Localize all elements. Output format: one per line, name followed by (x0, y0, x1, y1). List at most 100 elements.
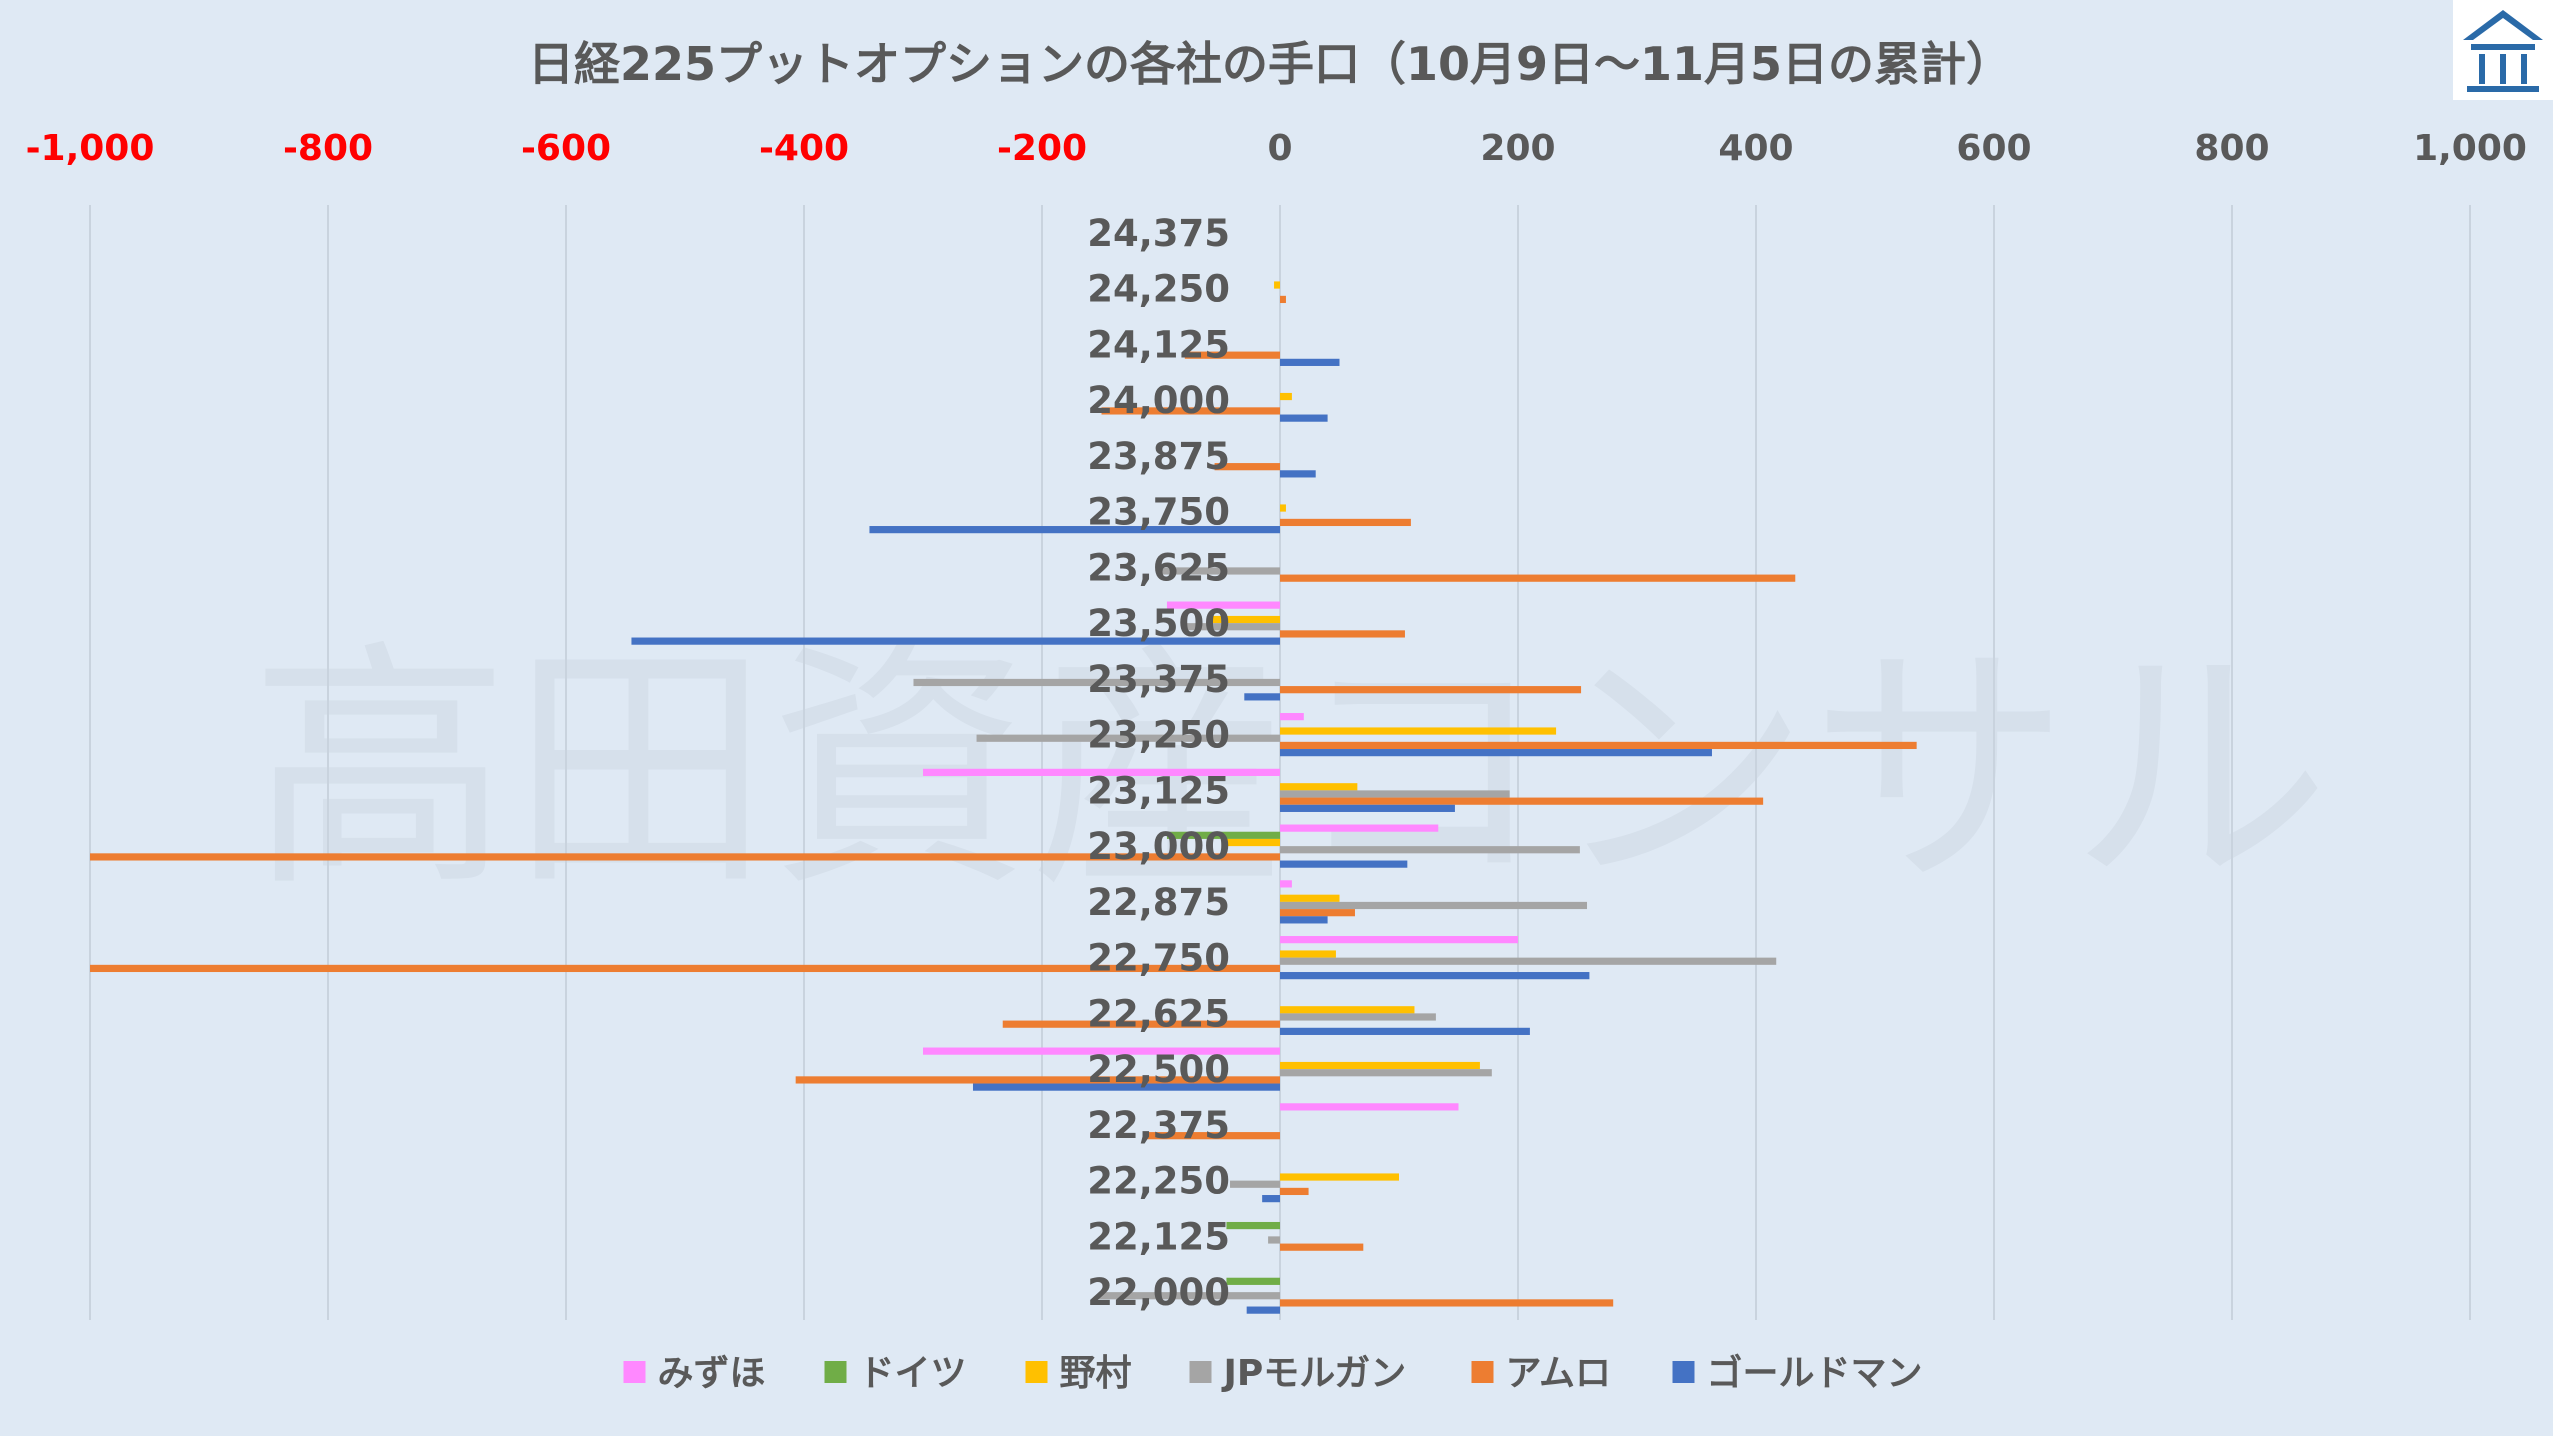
bar (90, 964, 1280, 973)
bar (1280, 741, 1917, 750)
chart-title: 日経225プットオプションの各社の手口（10月9日～11月5日の累計） (528, 37, 2012, 91)
legend-label: 野村 (1060, 1353, 1132, 1394)
legend-swatch (1471, 1361, 1494, 1383)
x-tick-label: -800 (283, 128, 373, 169)
x-tick-label: 1,000 (2413, 128, 2527, 169)
bar (1280, 630, 1405, 638)
y-tick-label: 22,875 (1087, 881, 1230, 924)
y-tick-label: 24,000 (1087, 379, 1230, 422)
y-tick-label: 24,375 (1087, 212, 1230, 255)
legend-swatch (1025, 1361, 1048, 1383)
x-tick-label: 400 (1718, 128, 1793, 169)
bar (1280, 901, 1588, 910)
bar (1280, 804, 1455, 812)
y-tick-label: 24,250 (1087, 268, 1230, 311)
bar (795, 1076, 1280, 1084)
bar (1143, 1132, 1280, 1140)
bar (1280, 504, 1286, 512)
bar (1246, 1306, 1280, 1314)
bar (1184, 623, 1280, 631)
bar (1166, 831, 1280, 839)
bars (90, 281, 1917, 1314)
bar (1101, 407, 1280, 415)
legend-label: みずほ (658, 1353, 766, 1394)
bar (1280, 783, 1358, 791)
bar (1280, 1061, 1480, 1070)
x-tick-label: -400 (759, 128, 849, 169)
y-tick-label: 23,000 (1087, 825, 1230, 868)
x-tick-label: -1,000 (26, 128, 155, 169)
bar (923, 768, 1280, 776)
x-axis-ticks: -1,000 -800 -600 -400 -200 0 200 400 600 800 1,000 (26, 128, 2527, 169)
x-tick-label: -200 (997, 128, 1087, 169)
bar (1184, 351, 1280, 359)
bar (1002, 1020, 1280, 1028)
bar (1161, 567, 1280, 575)
y-tick-label: 23,625 (1087, 546, 1230, 589)
bar (1262, 1195, 1280, 1203)
bar (1280, 392, 1292, 401)
y-tick-label: 23,250 (1087, 714, 1230, 757)
bar (1226, 1221, 1280, 1230)
bar (1280, 1187, 1309, 1196)
bar (1280, 950, 1336, 958)
x-tick-label: 600 (1956, 128, 2031, 169)
legend-swatch (824, 1361, 847, 1383)
bar (1280, 846, 1580, 854)
y-tick-label: 23,125 (1087, 769, 1230, 812)
bar (1166, 601, 1280, 609)
bar (1280, 790, 1510, 798)
bar (976, 734, 1280, 742)
y-tick-label: 24,125 (1087, 323, 1230, 366)
bar (1099, 1292, 1280, 1300)
legend: みずほ ドイツ 野村 JPモルガン アムロ ゴールドマン (623, 1352, 1923, 1394)
y-tick-label: 22,375 (1087, 1104, 1230, 1147)
bar (1280, 713, 1304, 721)
bar (1280, 957, 1777, 965)
bar (1280, 1173, 1399, 1181)
bar (1280, 1103, 1459, 1111)
bar (1268, 1236, 1280, 1244)
legend-swatch (1672, 1361, 1695, 1383)
bar (1280, 880, 1292, 888)
legend-label: ゴールドマン (1707, 1352, 1923, 1394)
bar (1280, 686, 1582, 694)
bar (869, 526, 1280, 534)
bar (1280, 1069, 1492, 1077)
y-tick-label: 22,750 (1087, 937, 1230, 980)
bar (90, 853, 1280, 861)
bar (1280, 860, 1408, 868)
bar (923, 1047, 1280, 1055)
bar (1280, 749, 1712, 757)
legend-swatch (623, 1361, 646, 1383)
bar (1244, 693, 1280, 701)
bar (1214, 463, 1280, 471)
bar (1280, 1013, 1436, 1021)
bar (1280, 1006, 1415, 1014)
y-tick-label: 22,500 (1087, 1048, 1230, 1091)
y-tick-label: 22,250 (1087, 1160, 1230, 1203)
bar (1274, 281, 1280, 289)
bar (1280, 518, 1411, 527)
y-tick-label: 23,750 (1087, 491, 1230, 534)
y-tick-label: 23,500 (1087, 602, 1230, 645)
x-tick-label: 0 (1267, 128, 1292, 169)
bar (1280, 797, 1764, 805)
bar (1280, 909, 1355, 917)
x-tick-label: -600 (521, 128, 611, 169)
bar (1280, 916, 1328, 924)
y-tick-label: 22,625 (1087, 992, 1230, 1035)
watermark: 高田資産コンサル (250, 620, 2330, 922)
bar (972, 1083, 1280, 1091)
x-tick-label: 800 (2194, 128, 2269, 169)
bar (1280, 1299, 1614, 1307)
bar (1280, 824, 1439, 832)
legend-label: ドイツ (859, 1353, 967, 1394)
bar (1226, 1277, 1280, 1285)
bar (631, 637, 1280, 645)
y-tick-label: 23,375 (1087, 658, 1230, 701)
legend-label: アムロ (1506, 1353, 1611, 1394)
bar (1280, 727, 1557, 735)
bar (1280, 470, 1316, 478)
